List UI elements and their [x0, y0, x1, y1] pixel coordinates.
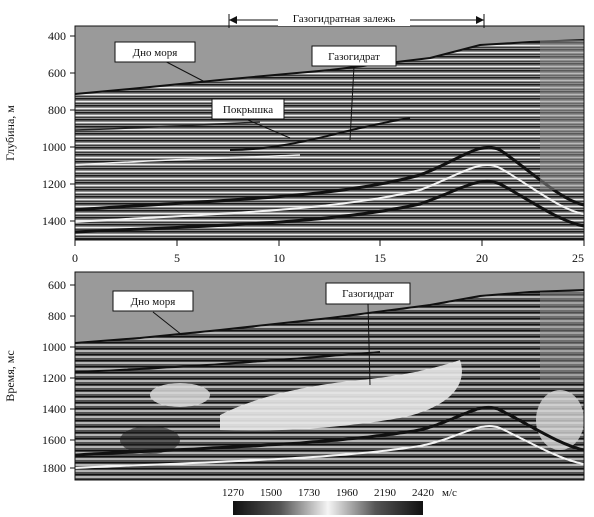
bottom-panel: 600 800 1000 1200 1400 1600 1800 Время, … [3, 271, 585, 481]
colorbar-tick: 1500 [260, 487, 283, 499]
deposit-bracket: Газогидратная залежь [228, 10, 485, 28]
colorbar-unit: м/с [442, 487, 457, 499]
top-ytick: 800 [48, 103, 66, 117]
top-ytick: 600 [48, 66, 66, 80]
bottom-ytick: 1200 [42, 371, 66, 385]
distance-axis: 0 5 10 15 20 25 [72, 240, 585, 265]
top-ytick: 1200 [42, 177, 66, 191]
distance-tick: 0 [72, 251, 78, 265]
bottom-ytick: 1800 [42, 461, 66, 475]
top-panel: 400 600 800 1000 1200 1400 Глубина, м Га… [3, 10, 585, 241]
distance-tick: 15 [374, 251, 386, 265]
distance-tick: 5 [174, 251, 180, 265]
bottom-label-hydrate: Газогидрат [325, 282, 411, 386]
bottom-frame [74, 271, 585, 481]
bottom-ytick: 600 [48, 278, 66, 292]
bottom-label-seafloor: Дно моря [112, 290, 194, 336]
colorbar-tick: 1960 [336, 487, 359, 499]
distance-tick: 20 [476, 251, 488, 265]
svg-text:Дно моря: Дно моря [133, 47, 178, 59]
bottom-y-axis: 600 800 1000 1200 1400 1600 1800 Время, … [3, 278, 75, 475]
top-ytick: 400 [48, 29, 66, 43]
top-label-hydrate: Газогидрат [311, 45, 397, 141]
distance-tick: 25 [572, 251, 584, 265]
colorbar-tick: 1270 [222, 487, 245, 499]
colorbar-gradient [233, 501, 423, 515]
velocity-colorbar: 1270 1500 1730 1960 2190 2420 м/с [222, 487, 457, 515]
distance-tick: 10 [273, 251, 285, 265]
bottom-ytick: 800 [48, 309, 66, 323]
svg-text:Газогидрат: Газогидрат [342, 288, 394, 300]
top-label-seafloor: Дно моря [114, 41, 206, 83]
top-ytick: 1000 [42, 140, 66, 154]
colorbar-tick: 2190 [374, 487, 397, 499]
bottom-ylabel: Время, мс [3, 350, 17, 401]
bottom-ytick: 1000 [42, 340, 66, 354]
colorbar-tick: 2420 [412, 487, 435, 499]
bottom-ytick: 1400 [42, 402, 66, 416]
top-ylabel: Глубина, м [3, 105, 17, 161]
svg-text:Дно моря: Дно моря [131, 296, 176, 308]
svg-text:Газогидрат: Газогидрат [328, 51, 380, 63]
bottom-ytick: 1600 [42, 433, 66, 447]
top-y-axis: 400 600 800 1000 1200 1400 Глубина, м [3, 29, 75, 228]
colorbar-tick: 1730 [298, 487, 321, 499]
deposit-bracket-label: Газогидратная залежь [293, 13, 396, 25]
top-label-cap: Покрышка [211, 98, 291, 139]
top-ytick: 1400 [42, 214, 66, 228]
svg-text:Покрышка: Покрышка [223, 104, 273, 116]
